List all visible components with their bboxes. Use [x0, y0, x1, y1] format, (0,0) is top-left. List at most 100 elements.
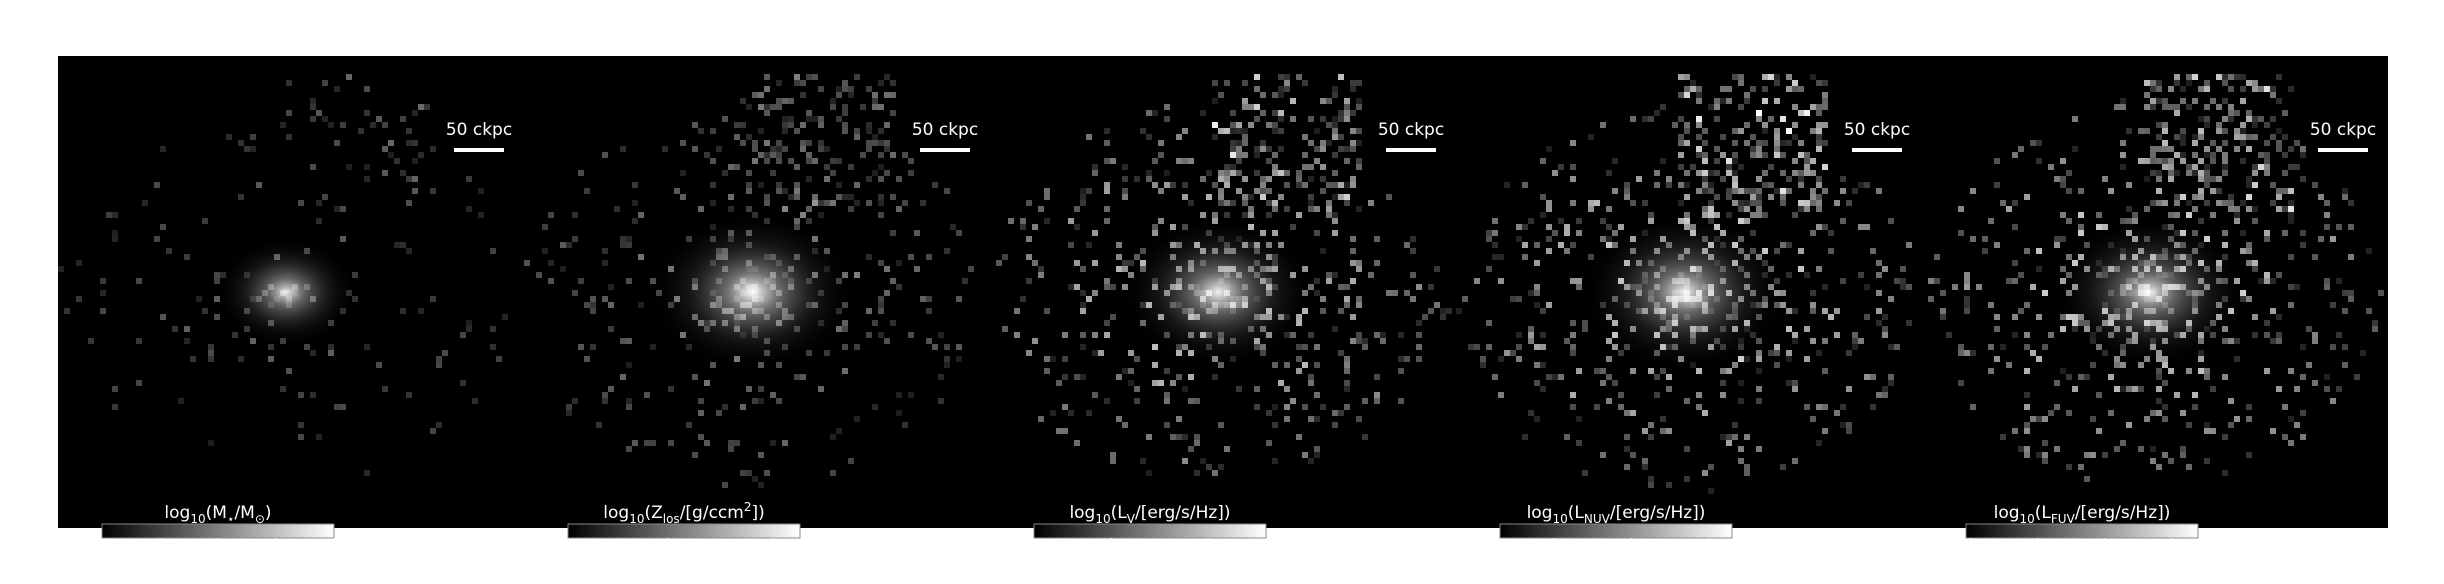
particle-pixel — [878, 200, 884, 206]
particle-pixel — [1588, 200, 1594, 206]
particle-pixel — [698, 398, 704, 404]
colorbar-label-part: 10 — [629, 512, 644, 526]
particle-pixel — [1344, 116, 1350, 122]
particle-pixel — [2222, 338, 2228, 344]
particle-pixel — [2018, 146, 2024, 152]
particle-pixel — [2144, 206, 2150, 212]
particle-pixel — [758, 182, 764, 188]
particle-pixel — [1332, 410, 1338, 416]
particle-pixel — [2030, 416, 2036, 422]
particle-pixel — [2210, 176, 2216, 182]
particle-pixel — [1038, 266, 1044, 272]
particle-pixel — [2192, 140, 2198, 146]
particle-pixel — [698, 128, 704, 134]
particle-pixel — [1206, 464, 1212, 470]
particle-pixel — [1576, 218, 1582, 224]
particle-pixel — [1344, 104, 1350, 110]
particle-pixel — [800, 92, 806, 98]
particle-pixel — [1344, 386, 1350, 392]
particle-pixel — [1660, 416, 1666, 422]
particle-pixel — [1212, 470, 1218, 476]
particle-pixel — [250, 146, 256, 152]
particle-pixel — [1350, 182, 1356, 188]
particle-pixel — [638, 212, 644, 218]
particle-pixel — [812, 74, 818, 80]
particle-pixel — [1338, 116, 1344, 122]
particle-pixel — [1840, 188, 1846, 194]
particle-pixel — [1266, 440, 1272, 446]
particle-pixel — [1386, 290, 1392, 296]
particle-pixel — [2024, 344, 2030, 350]
particle-pixel — [466, 176, 472, 182]
particle-pixel — [340, 236, 346, 242]
particle-pixel — [944, 344, 950, 350]
particle-pixel — [1822, 164, 1828, 170]
particle-pixel — [1278, 116, 1284, 122]
particle-pixel — [842, 104, 848, 110]
particle-pixel — [1068, 242, 1074, 248]
particle-pixel — [2282, 152, 2288, 158]
particle-pixel — [1440, 308, 1446, 314]
particle-pixel — [1756, 200, 1762, 206]
particle-pixel — [1110, 314, 1116, 320]
particle-pixel — [896, 392, 902, 398]
particle-pixel — [2204, 422, 2210, 428]
particle-pixel — [1152, 230, 1158, 236]
colorbar-label: log10(M⋆/M⊙) — [164, 503, 271, 526]
particle-pixel — [1822, 428, 1828, 434]
particle-pixel — [2348, 254, 2354, 260]
particle-pixel — [2282, 188, 2288, 194]
particle-pixel — [1660, 104, 1666, 110]
particle-pixel — [2372, 326, 2378, 332]
particle-pixel — [1224, 200, 1230, 206]
particle-pixel — [1350, 86, 1356, 92]
particle-pixel — [2192, 152, 2198, 158]
particle-pixel — [1994, 326, 2000, 332]
particle-pixel — [1940, 308, 1946, 314]
colorbar-label-part: ⋆ — [227, 512, 235, 526]
particle-pixel — [286, 134, 292, 140]
particle-pixel — [1940, 314, 1946, 320]
particle-pixel — [1696, 404, 1702, 410]
particle-pixel — [2294, 422, 2300, 428]
particle-pixel — [1308, 458, 1314, 464]
particle-pixel — [2228, 422, 2234, 428]
particle-pixel — [1158, 380, 1164, 386]
particle-pixel — [608, 284, 614, 290]
particle-pixel — [848, 86, 854, 92]
particle-pixel — [1816, 200, 1822, 206]
particle-pixel — [1074, 206, 1080, 212]
particle-pixel — [1726, 86, 1732, 92]
particle-pixel — [560, 266, 566, 272]
particle-pixel — [956, 344, 962, 350]
particle-pixel — [1308, 332, 1314, 338]
particle-pixel — [1834, 308, 1840, 314]
particle-pixel — [722, 170, 728, 176]
particle-pixel — [208, 344, 214, 350]
particle-pixel — [1260, 182, 1266, 188]
particle-pixel — [298, 434, 304, 440]
particle-pixel — [1816, 146, 1822, 152]
particle-pixel — [1726, 212, 1732, 218]
particle-pixel — [316, 110, 322, 116]
particle-pixel — [112, 230, 118, 236]
particle-pixel — [1732, 362, 1738, 368]
particle-pixel — [136, 338, 142, 344]
particle-pixel — [746, 170, 752, 176]
particle-pixel — [1630, 410, 1636, 416]
particle-pixel — [406, 176, 412, 182]
particle-pixel — [394, 158, 400, 164]
particle-pixel — [388, 152, 394, 158]
particle-pixel — [1260, 110, 1266, 116]
particle-pixel — [1128, 368, 1134, 374]
particle-pixel — [758, 452, 764, 458]
particle-pixel — [1218, 422, 1224, 428]
particle-pixel — [2288, 212, 2294, 218]
particle-pixel — [2246, 242, 2252, 248]
particle-pixel — [1404, 290, 1410, 296]
particle-pixel — [1356, 302, 1362, 308]
particle-pixel — [400, 308, 406, 314]
particle-pixel — [2204, 104, 2210, 110]
particle-pixel — [1606, 356, 1612, 362]
